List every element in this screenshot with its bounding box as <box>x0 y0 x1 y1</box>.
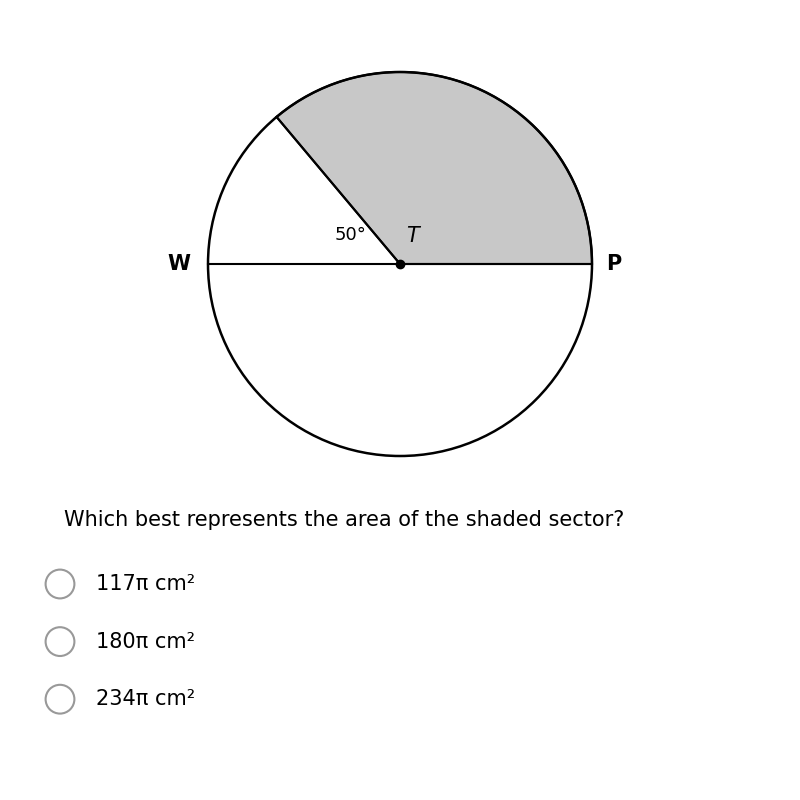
Text: 50°: 50° <box>334 226 366 244</box>
Text: P: P <box>606 254 622 274</box>
Text: T: T <box>406 226 419 246</box>
Text: 234π cm²: 234π cm² <box>96 689 195 709</box>
Polygon shape <box>277 72 592 264</box>
Text: 180π cm²: 180π cm² <box>96 632 195 651</box>
Text: Which best represents the area of the shaded sector?: Which best represents the area of the sh… <box>64 510 624 530</box>
Text: 117π cm²: 117π cm² <box>96 574 195 594</box>
Text: W: W <box>167 254 190 274</box>
